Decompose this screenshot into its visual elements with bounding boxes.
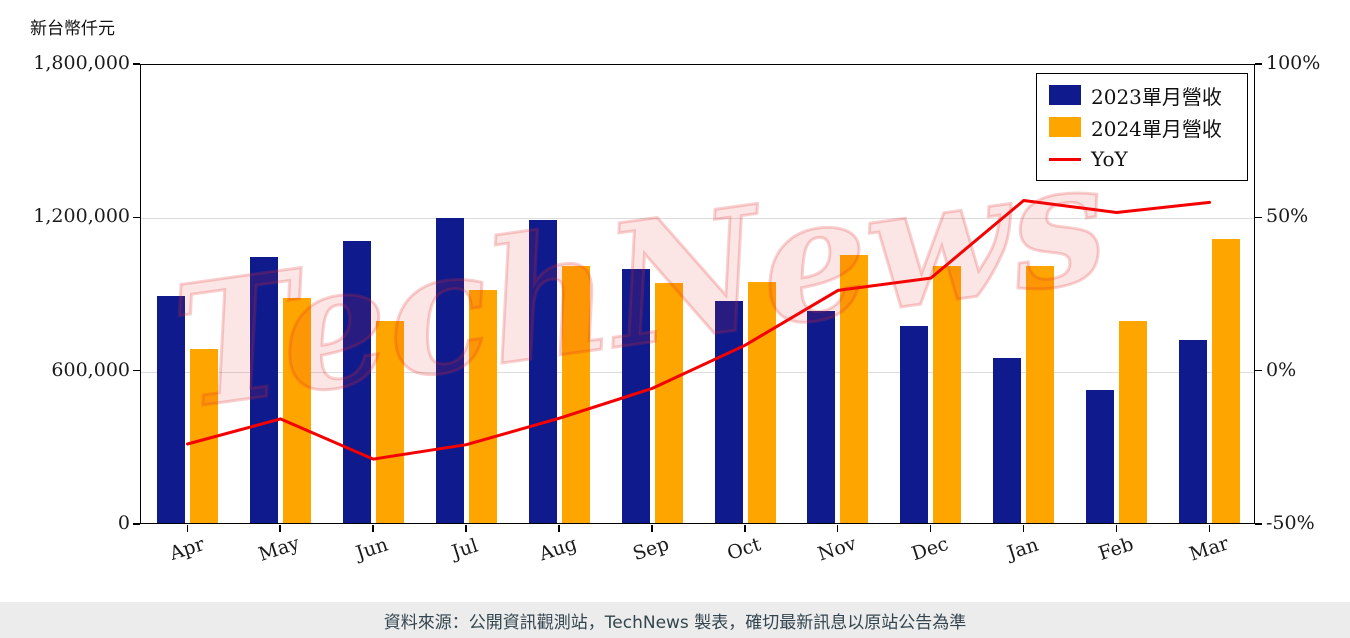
x-tick-mark bbox=[1115, 525, 1118, 532]
left-tick-mark bbox=[133, 63, 140, 65]
legend-item-yoy: YoY bbox=[1049, 146, 1235, 172]
yoy-line-svg bbox=[186, 199, 1211, 461]
bar-group-dec bbox=[900, 65, 962, 523]
left-tick-mark bbox=[133, 216, 140, 219]
legend-item-2023: 2023單月營收 bbox=[1049, 82, 1235, 109]
bar-2024-dec bbox=[933, 266, 962, 523]
left-tick-mark bbox=[133, 523, 140, 525]
x-tick-mark bbox=[465, 525, 467, 532]
bar-2023-mar bbox=[1179, 340, 1207, 523]
bar-2024-oct bbox=[747, 281, 776, 523]
bar-2024-may bbox=[282, 298, 311, 523]
bar-2024-jan bbox=[1026, 266, 1055, 523]
bar-2023-aug bbox=[528, 220, 557, 523]
right-tick-mark bbox=[1255, 369, 1262, 372]
x-tick-mark bbox=[651, 525, 653, 532]
bar-2023-feb bbox=[1086, 390, 1115, 523]
bar-group-jul bbox=[435, 65, 497, 523]
bar-2023-may bbox=[249, 257, 278, 523]
x-tick-mark bbox=[558, 525, 560, 532]
legend-swatch-2024 bbox=[1049, 117, 1081, 137]
bar-group-jan bbox=[993, 65, 1055, 523]
x-tick-mark bbox=[1208, 525, 1210, 532]
right-tick-label: 50% bbox=[1266, 205, 1309, 228]
bar-group-mar bbox=[1179, 65, 1240, 523]
legend-label-yoy: YoY bbox=[1091, 147, 1128, 171]
footer-bar: 資料來源：公開資訊觀測站，TechNews 製表，確切最新訊息以原站公告為準 bbox=[0, 602, 1350, 638]
x-tick-mark bbox=[1022, 525, 1025, 532]
footer-text: 資料來源：公開資訊觀測站，TechNews 製表，確切最新訊息以原站公告為準 bbox=[383, 612, 967, 633]
bar-group-aug bbox=[528, 65, 590, 523]
bar-2023-jul bbox=[435, 217, 464, 523]
left-tick-label: 600,000 bbox=[51, 358, 130, 381]
bar-2024-jul bbox=[468, 290, 497, 523]
right-tick-label: 100% bbox=[1266, 52, 1321, 74]
bar-group-oct bbox=[714, 65, 776, 523]
right-tick-mark bbox=[1255, 216, 1262, 219]
right-tick-label: -50% bbox=[1266, 512, 1315, 534]
bar-2023-jun bbox=[342, 240, 371, 523]
x-tick-mark bbox=[836, 525, 839, 532]
bar-2023-nov bbox=[807, 310, 836, 523]
left-tick-mark bbox=[133, 369, 140, 372]
bar-2024-sep bbox=[654, 282, 683, 523]
bar-2024-mar bbox=[1212, 239, 1240, 523]
left-tick-label: 0 bbox=[117, 512, 130, 534]
legend-swatch-2023 bbox=[1049, 85, 1081, 105]
x-tick-mark bbox=[186, 525, 188, 532]
gridline bbox=[141, 371, 1254, 373]
bar-2023-apr bbox=[157, 295, 185, 523]
x-tick-mark bbox=[744, 525, 746, 532]
left-tick-label: 1,800,000 bbox=[33, 52, 130, 74]
gridline bbox=[141, 218, 1254, 220]
x-tick-mark bbox=[372, 525, 374, 532]
legend-item-2024: 2024單月營收 bbox=[1049, 114, 1235, 141]
bar-2024-feb bbox=[1119, 321, 1148, 523]
bar-group-nov bbox=[807, 65, 869, 523]
bar-group-may bbox=[249, 65, 311, 523]
right-tick-mark bbox=[1255, 63, 1262, 65]
bars-layer bbox=[141, 65, 1254, 523]
legend: 2023單月營收 2024單月營收 YoY bbox=[1036, 73, 1248, 181]
plot-area: 2023單月營收 2024單月營收 YoY bbox=[140, 64, 1255, 524]
right-tick-mark bbox=[1255, 523, 1262, 525]
bar-2023-jan bbox=[993, 358, 1022, 523]
bar-2024-jun bbox=[375, 321, 404, 523]
left-tick-label: 1,200,000 bbox=[33, 205, 130, 228]
x-tick-mark bbox=[279, 525, 281, 532]
bar-2024-aug bbox=[561, 266, 590, 523]
bar-2023-dec bbox=[900, 326, 929, 523]
legend-label-2024: 2024單月營收 bbox=[1091, 116, 1222, 141]
bar-group-feb bbox=[1086, 65, 1148, 523]
x-tick-mark bbox=[929, 525, 932, 532]
right-tick-label: 0% bbox=[1266, 358, 1297, 381]
legend-label-2023: 2023單月營收 bbox=[1091, 84, 1222, 109]
bar-group-jun bbox=[342, 65, 404, 523]
y-axis-title: 新台幣仟元 bbox=[30, 19, 115, 39]
bar-2023-oct bbox=[714, 300, 743, 523]
bar-2024-nov bbox=[840, 254, 869, 523]
legend-line-yoy bbox=[1049, 157, 1081, 161]
